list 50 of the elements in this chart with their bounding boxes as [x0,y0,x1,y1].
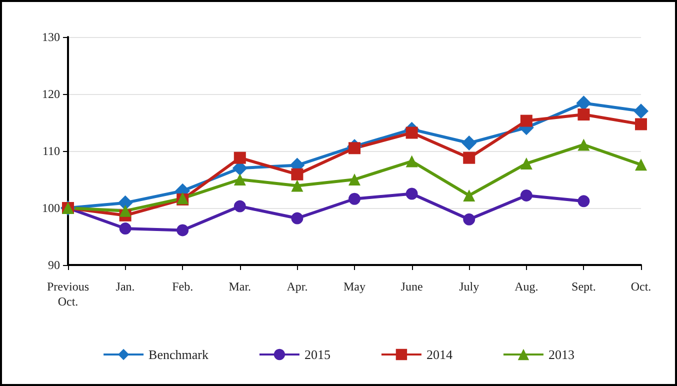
legend-label: 2015 [304,347,330,362]
y-tick-label: 130 [42,30,60,44]
x-tick-label: Feb. [172,280,194,294]
point [520,189,532,202]
legend-label: 2014 [426,347,453,362]
point [576,96,592,111]
x-tick-label: Sept. [572,280,596,294]
point [578,195,590,208]
point [291,212,304,224]
point [578,138,590,151]
x-tick-label: Mar. [228,280,252,294]
point [462,136,477,151]
y-tick-label: 110 [42,144,60,158]
point [118,195,133,210]
x-tick-label: May [344,280,366,294]
point [406,126,418,139]
point [406,188,418,200]
point [291,180,304,192]
point [463,152,476,164]
point [119,204,132,217]
x-tick-label: Jan. [116,280,135,294]
point [578,108,590,121]
y-tick-label: 120 [42,87,60,101]
point [119,222,132,235]
x-tick-label: Oct. [630,280,652,294]
point [520,158,532,170]
point [406,155,418,168]
point [234,152,246,164]
x-tick-label: Previous Oct. [47,280,90,308]
legend-label: 2013 [548,347,574,362]
point [291,168,304,180]
point [348,142,360,154]
point [234,200,246,212]
y-tick-label: 90 [48,258,60,272]
point [348,192,360,205]
point [520,114,532,127]
point [176,224,189,236]
legend-label: Benchmark [148,347,209,362]
point [635,158,647,171]
x-tick-label: July [459,280,480,294]
point [348,174,360,186]
point [234,174,246,186]
point [635,118,647,130]
point [463,189,476,202]
x-tick-label: June [400,280,423,294]
point [634,104,648,119]
x-tick-label: Aug. [514,280,538,294]
x-tick-label: Apr. [286,280,308,294]
y-tick-label: 100 [42,201,60,215]
point [463,213,476,226]
